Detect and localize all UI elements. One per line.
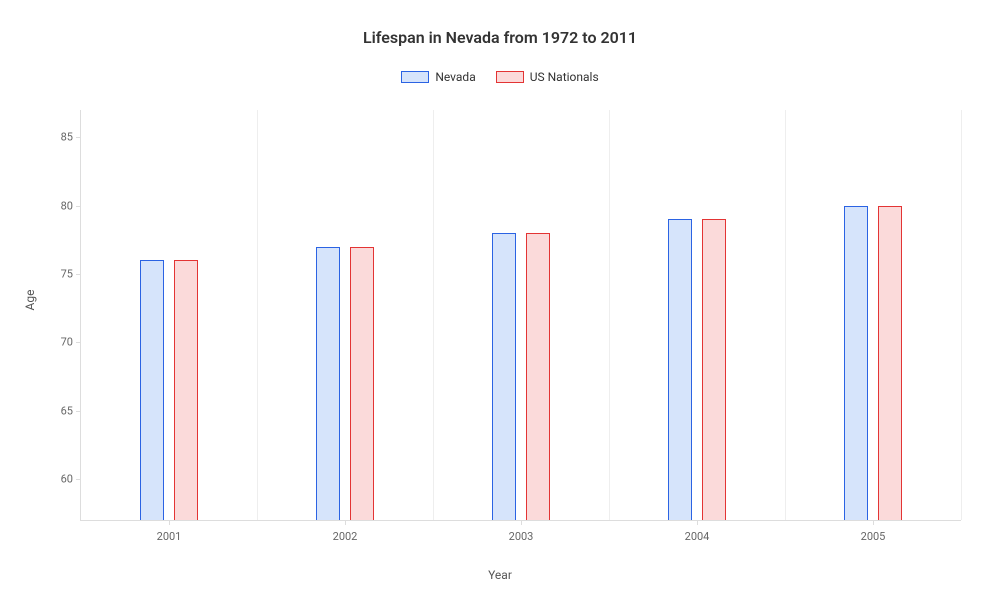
y-tick-mark — [76, 206, 81, 207]
bar — [668, 219, 692, 520]
x-axis-label: Year — [488, 568, 512, 582]
bar — [492, 233, 516, 520]
bar — [878, 206, 902, 520]
legend-label-nevada: Nevada — [435, 70, 475, 84]
bar — [844, 206, 868, 520]
bar — [140, 260, 164, 520]
x-tick-mark — [169, 520, 170, 525]
chart-title: Lifespan in Nevada from 1972 to 2011 — [0, 28, 1000, 47]
legend-item-us-nationals: US Nationals — [496, 70, 599, 84]
y-tick-label: 70 — [61, 336, 73, 349]
legend-swatch-us-nationals — [496, 71, 524, 83]
grid-line — [257, 110, 258, 520]
y-tick-label: 75 — [61, 268, 73, 281]
x-tick-label: 2001 — [157, 530, 182, 543]
y-tick-mark — [76, 479, 81, 480]
grid-line — [785, 110, 786, 520]
plot-area: 60657075808520012002200320042005 — [80, 110, 961, 521]
bar — [174, 260, 198, 520]
y-tick-mark — [76, 274, 81, 275]
bar — [526, 233, 550, 520]
legend-swatch-nevada — [401, 71, 429, 83]
chart-container: Lifespan in Nevada from 1972 to 2011 Nev… — [0, 0, 1000, 600]
y-axis-label: Age — [23, 290, 37, 311]
y-tick-mark — [76, 411, 81, 412]
grid-line — [433, 110, 434, 520]
y-tick-mark — [76, 137, 81, 138]
y-tick-mark — [76, 342, 81, 343]
x-tick-mark — [521, 520, 522, 525]
grid-line — [609, 110, 610, 520]
x-tick-mark — [345, 520, 346, 525]
x-tick-mark — [697, 520, 698, 525]
x-tick-label: 2003 — [509, 530, 534, 543]
bar — [702, 219, 726, 520]
x-tick-label: 2002 — [333, 530, 358, 543]
x-tick-label: 2004 — [685, 530, 710, 543]
grid-line — [961, 110, 962, 520]
legend: Nevada US Nationals — [0, 70, 1000, 84]
y-tick-label: 85 — [61, 131, 73, 144]
x-tick-label: 2005 — [861, 530, 886, 543]
y-tick-label: 60 — [61, 473, 73, 486]
x-tick-mark — [873, 520, 874, 525]
legend-label-us-nationals: US Nationals — [530, 70, 599, 84]
legend-item-nevada: Nevada — [401, 70, 475, 84]
bar — [350, 247, 374, 520]
y-tick-label: 65 — [61, 404, 73, 417]
bar — [316, 247, 340, 520]
y-tick-label: 80 — [61, 199, 73, 212]
